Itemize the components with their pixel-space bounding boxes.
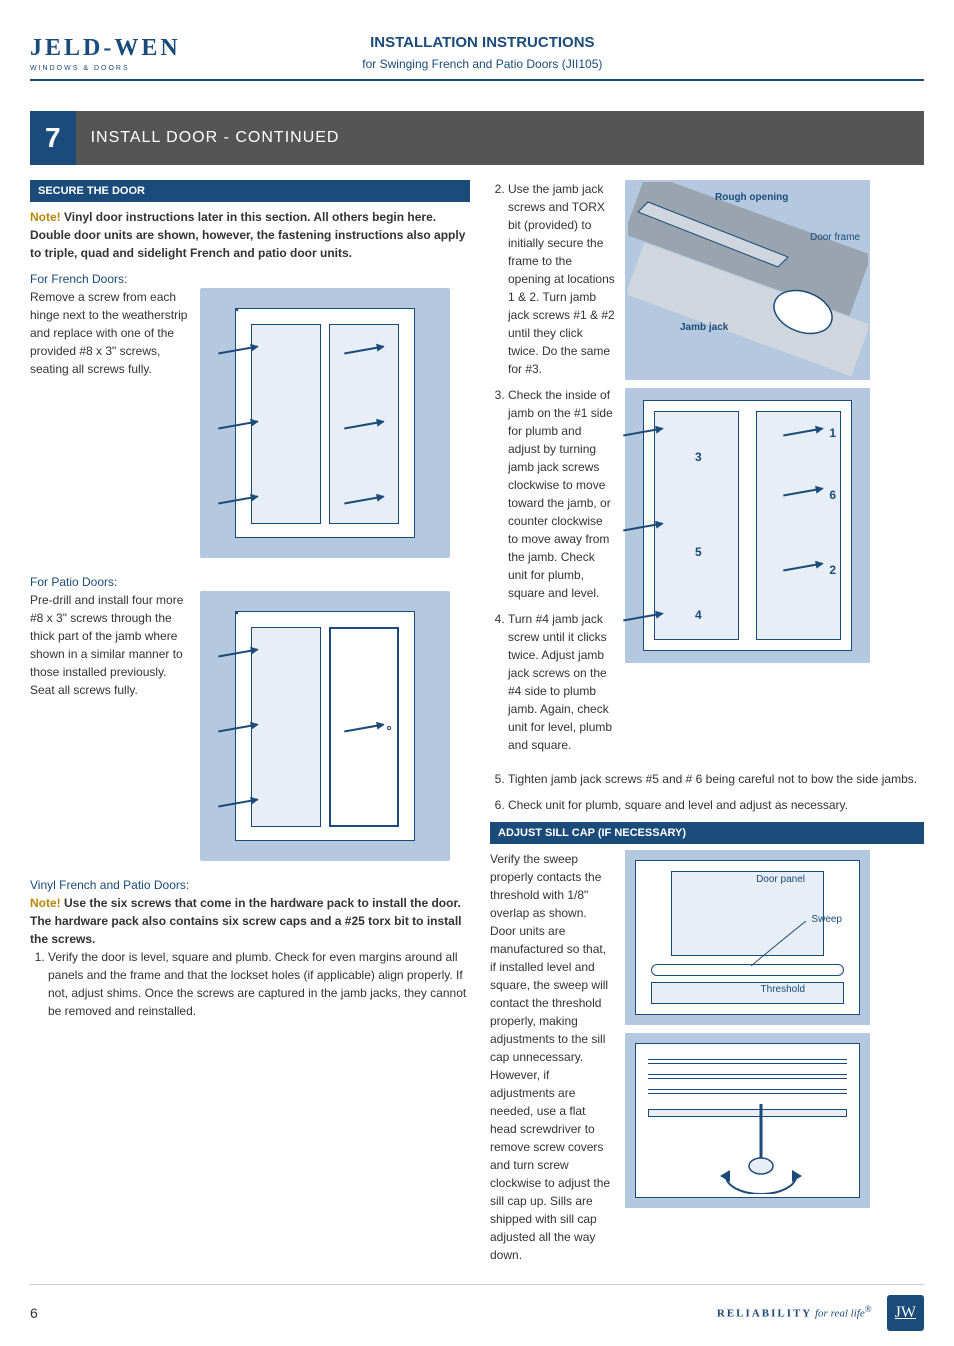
vinyl-note-label: Note! [30, 896, 61, 910]
point-5: 5 [695, 543, 702, 561]
page-footer: 6 RELIABILITY for real life® JW [30, 1284, 924, 1331]
patio-door-diagram [200, 591, 450, 861]
vinyl-step-1: Verify the door is level, square and plu… [48, 948, 470, 1020]
point-1: 1 [829, 424, 836, 442]
section-bar: 7 INSTALL DOOR - CONTINUED [30, 111, 924, 165]
sill-text: Verify the sweep properly contacts the t… [490, 850, 615, 1264]
note-text: Vinyl door instructions later in this se… [30, 210, 465, 260]
point-3: 3 [695, 448, 702, 466]
brand-logo: JELD-WEN WINDOWS & DOORS [30, 30, 181, 75]
patio-text: Pre-drill and install four more #8 x 3" … [30, 591, 190, 699]
tagline-ital: for real life [815, 1308, 865, 1320]
french-door-diagram [200, 288, 450, 558]
numbered-jamb-diagram: 1 2 3 4 5 6 [625, 388, 870, 663]
subsection-sill-cap: ADJUST SILL CAP (IF NECESSARY) [490, 822, 924, 845]
section-title: INSTALL DOOR - CONTINUED [91, 126, 340, 150]
point-2: 2 [829, 561, 836, 579]
right-step-2: Use the jamb jack screws and TORX bit (p… [508, 180, 615, 378]
jamb-jack-diagram: Rough opening Door frame Jamb jack [625, 180, 870, 380]
section-number: 7 [30, 111, 76, 165]
label-rough-opening: Rough opening [715, 190, 788, 205]
document-header: JELD-WEN WINDOWS & DOORS INSTALLATION IN… [30, 30, 924, 81]
logo-main: JELD-WEN [30, 30, 181, 66]
patio-heading: For Patio Doors: [30, 573, 470, 591]
label-door-panel: Door panel [756, 872, 805, 887]
note-block: Note! Vinyl door instructions later in t… [30, 208, 470, 262]
right-column: Use the jamb jack screws and TORX bit (p… [490, 180, 924, 1265]
footer-tagline: RELIABILITY for real life® [717, 1303, 872, 1322]
right-step-5: Tighten jamb jack screws #5 and # 6 bein… [508, 770, 924, 788]
french-text: Remove a screw from each hinge next to t… [30, 288, 190, 378]
vinyl-note-text: Use the six screws that come in the hard… [30, 896, 462, 946]
right-steps-a: Use the jamb jack screws and TORX bit (p… [490, 180, 615, 754]
right-step-6: Check unit for plumb, square and level a… [508, 796, 924, 814]
label-threshold: Threshold [761, 982, 805, 997]
point-6: 6 [829, 486, 836, 504]
vinyl-step-list: Verify the door is level, square and plu… [30, 948, 470, 1020]
french-heading: For French Doors: [30, 270, 470, 288]
sill-diagram-1: Door panel Sweep Threshold [625, 850, 870, 1025]
label-jamb-jack: Jamb jack [680, 320, 728, 335]
header-subtitle: for Swinging French and Patio Doors (JII… [201, 55, 764, 73]
page-number: 6 [30, 1303, 38, 1324]
tagline-bold: RELIABILITY [717, 1308, 812, 1320]
vinyl-note: Note! Use the six screws that come in th… [30, 894, 470, 948]
right-step-4: Turn #4 jamb jack screw until it clicks … [508, 610, 615, 754]
header-title: INSTALLATION INSTRUCTIONS [201, 32, 764, 55]
sill-diagram-2 [625, 1033, 870, 1208]
right-step-3: Check the inside of jamb on the #1 side … [508, 386, 615, 602]
vinyl-heading: Vinyl French and Patio Doors: [30, 876, 470, 894]
jw-badge: JW [887, 1295, 924, 1331]
header-center: INSTALLATION INSTRUCTIONS for Swinging F… [201, 32, 764, 73]
label-door-frame: Door frame [810, 230, 860, 245]
subsection-secure-door: SECURE THE DOOR [30, 180, 470, 203]
left-column: SECURE THE DOOR Note! Vinyl door instruc… [30, 180, 470, 1265]
label-sweep: Sweep [811, 912, 842, 927]
point-4: 4 [695, 606, 702, 624]
note-label: Note! [30, 210, 61, 224]
right-steps-b: Tighten jamb jack screws #5 and # 6 bein… [490, 770, 924, 814]
